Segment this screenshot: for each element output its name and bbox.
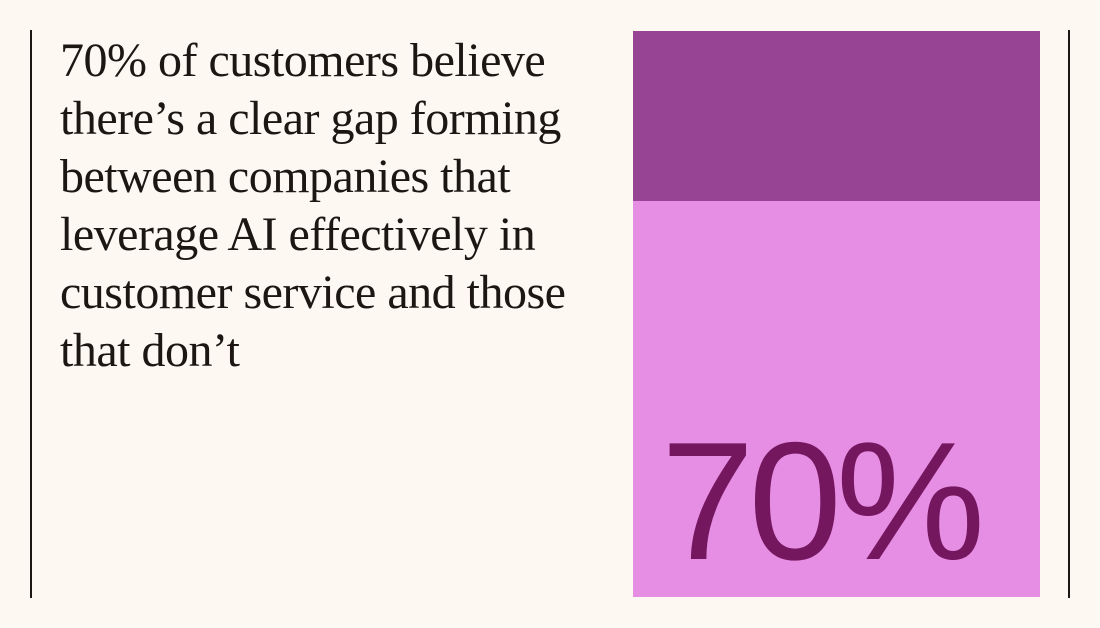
left-divider: [30, 30, 32, 598]
right-divider: [1068, 30, 1070, 598]
statistic-statement: 70% of customers believe there’s a clear…: [60, 34, 566, 377]
bar-value-label: 70%: [661, 407, 985, 595]
bar-segment-remainder: [633, 31, 1040, 201]
percentage-bar: 70%: [633, 31, 1040, 597]
bar-segment-believe: [633, 201, 1040, 597]
